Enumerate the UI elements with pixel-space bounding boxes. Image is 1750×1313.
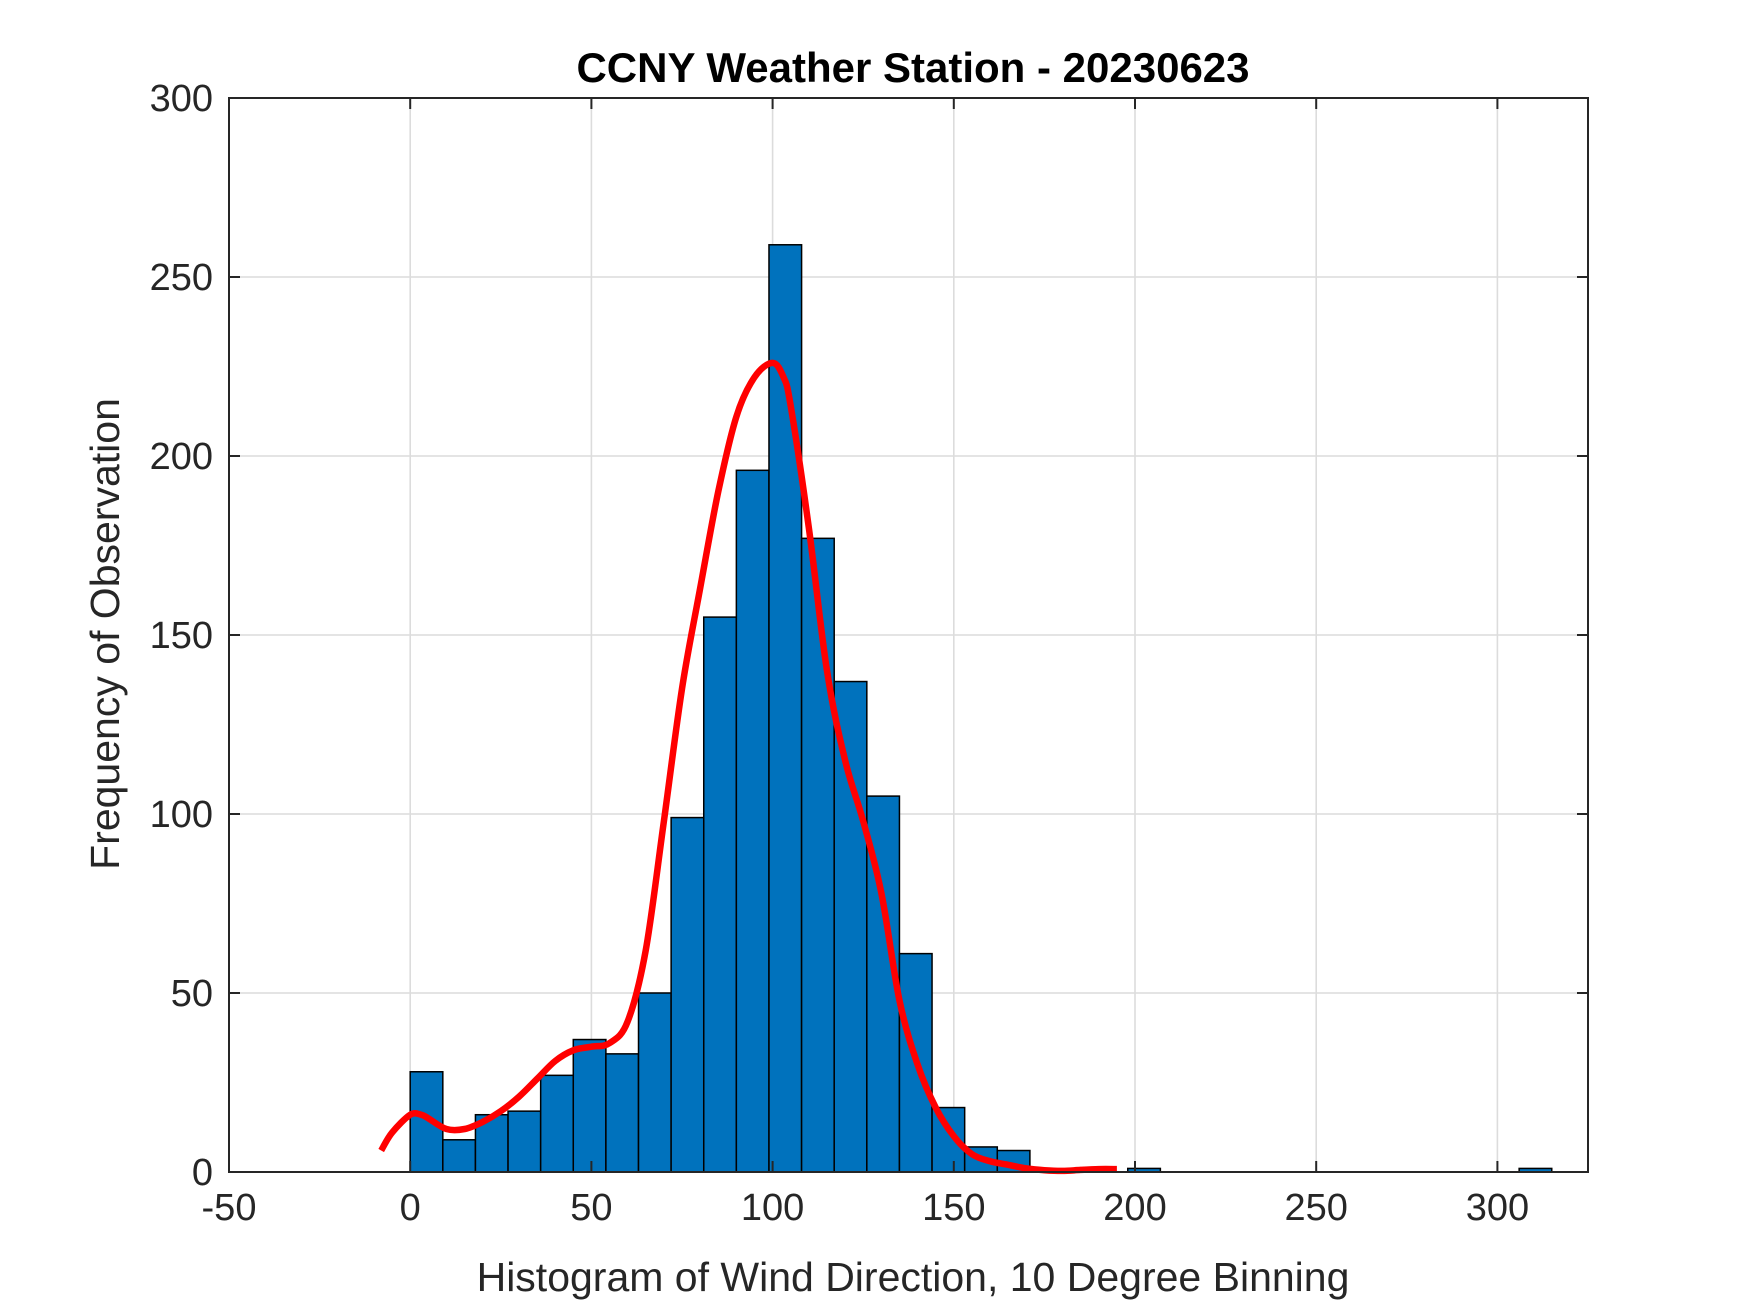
x-tick-label: 200 bbox=[1103, 1187, 1166, 1229]
x-tick-label: -50 bbox=[202, 1187, 257, 1229]
x-axis-label: Histogram of Wind Direction, 10 Degree B… bbox=[477, 1254, 1350, 1300]
density-fit-curve bbox=[378, 359, 1117, 1175]
x-tick-label: 300 bbox=[1466, 1187, 1529, 1229]
histogram-bar bbox=[670, 816, 705, 1173]
density-fit-curve-group bbox=[378, 359, 1117, 1175]
histogram-bar bbox=[702, 616, 738, 1173]
histogram-bars bbox=[409, 244, 1553, 1173]
y-tick-label: 200 bbox=[150, 436, 213, 478]
x-tick-label: 150 bbox=[922, 1187, 985, 1229]
x-tick-label: 50 bbox=[570, 1187, 612, 1229]
y-tick-label: 250 bbox=[150, 257, 213, 299]
x-tick-label: 0 bbox=[400, 1187, 421, 1229]
y-axis-label: Frequency of Observation bbox=[82, 398, 128, 870]
x-tick-label: 100 bbox=[741, 1187, 804, 1229]
y-tick-label: 0 bbox=[192, 1152, 213, 1194]
histogram-bar bbox=[442, 1139, 477, 1173]
histogram-bar bbox=[572, 1038, 607, 1173]
y-tick-labels: 0 50 100 150 200 250 300 bbox=[150, 78, 213, 1194]
histogram-bar bbox=[833, 680, 868, 1173]
x-tick-label: 250 bbox=[1284, 1187, 1347, 1229]
histogram-bar bbox=[539, 1074, 575, 1173]
histogram-bar bbox=[637, 992, 672, 1173]
histogram-bar bbox=[800, 537, 835, 1173]
histogram-bar bbox=[768, 244, 803, 1173]
histogram-bar bbox=[605, 1053, 640, 1173]
y-tick-label: 300 bbox=[150, 78, 213, 120]
axes bbox=[228, 97, 1589, 1173]
y-tick-label: 150 bbox=[150, 615, 213, 657]
y-tick-label: 100 bbox=[150, 794, 213, 836]
y-tick-label: 50 bbox=[171, 973, 213, 1015]
histogram-bar bbox=[735, 469, 770, 1173]
chart-title: CCNY Weather Station - 20230623 bbox=[576, 44, 1249, 91]
histogram-bar bbox=[507, 1110, 542, 1173]
x-tick-labels: -50 0 50 100 150 200 250 300 bbox=[202, 1187, 1530, 1229]
